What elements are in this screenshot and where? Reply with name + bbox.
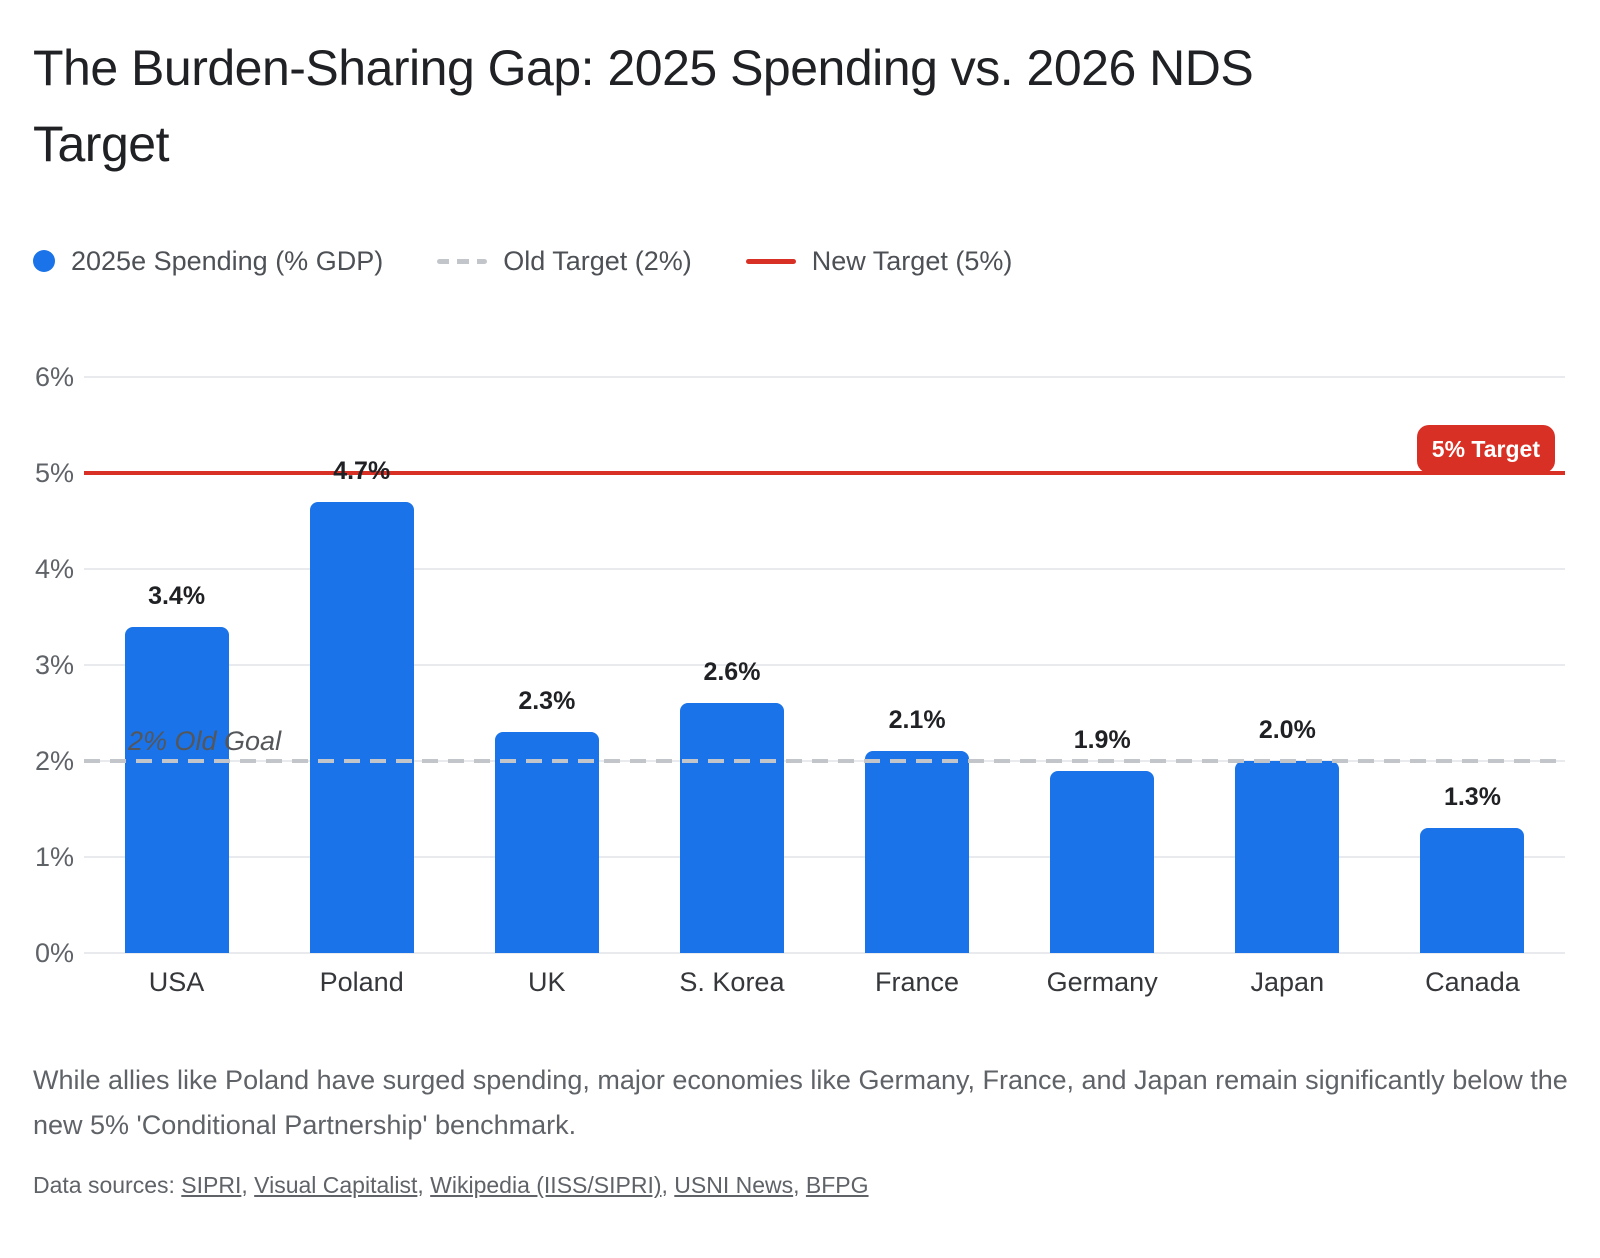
x-tick-label-uk: UK	[528, 967, 566, 997]
source-separator: ,	[241, 1172, 255, 1198]
source-separator: ,	[793, 1172, 806, 1198]
legend-item-2025e-spending-gdp: 2025e Spending (% GDP)	[33, 246, 383, 277]
gridline-3	[84, 664, 1565, 666]
source-link-wikipedia-iiss-sipri[interactable]: Wikipedia (IISS/SIPRI)	[430, 1172, 662, 1198]
bar-japan[interactable]	[1235, 761, 1340, 953]
chart-caption: While allies like Poland have surged spe…	[33, 1065, 1568, 1140]
source-link-visual-capitalist[interactable]: Visual Capitalist	[254, 1172, 418, 1198]
source-separator: ,	[417, 1172, 431, 1198]
x-tick-label-s-korea: S. Korea	[679, 967, 785, 997]
bar-canada[interactable]	[1420, 828, 1525, 953]
legend-solid-line-swatch	[745, 258, 796, 264]
bar-usa[interactable]	[124, 626, 229, 953]
x-tick-label-japan: Japan	[1250, 967, 1325, 997]
y-tick-label-1: 1%	[34, 842, 74, 872]
legend-dot-swatch	[33, 250, 55, 272]
gridline-0	[84, 952, 1565, 954]
bar-poland[interactable]	[309, 501, 414, 953]
bar-uk[interactable]	[494, 732, 599, 953]
y-tick-label-5: 5%	[34, 458, 74, 488]
legend-item-old-target-2: Old Target (2%)	[437, 246, 692, 277]
x-tick-label-poland: Poland	[319, 967, 404, 997]
source-separator: ,	[661, 1172, 675, 1198]
value-label-japan: 2.0%	[1258, 716, 1316, 744]
bar-s-korea[interactable]	[679, 703, 784, 953]
legend-item-new-target-5: New Target (5%)	[745, 245, 1013, 277]
value-label-usa: 3.4%	[148, 581, 206, 610]
x-tick-label-germany: Germany	[1046, 967, 1158, 997]
y-tick-label-2: 2%	[34, 746, 74, 776]
value-label-canada: 1.3%	[1443, 783, 1501, 812]
data-sources: Data sources: SIPRI, Visual Capitalist, …	[33, 1172, 1573, 1199]
value-label-s-korea: 2.6%	[703, 658, 761, 687]
data-sources-prefix: Data sources:	[33, 1172, 182, 1198]
reference-line-5-target	[84, 471, 1565, 475]
legend-label: Old Target (2%)	[503, 245, 692, 276]
legend: 2025e Spending (% GDP) Old Target (2%) New…	[33, 246, 1012, 276]
y-tick-label-0: 0%	[34, 938, 74, 968]
reference-line-2-old-goal	[84, 759, 1565, 763]
legend-label: 2025e Spending (% GDP)	[71, 245, 384, 276]
y-tick-label-6: 6%	[34, 362, 74, 392]
gridline-4	[84, 568, 1565, 570]
source-link-sipri[interactable]: SIPRI	[181, 1172, 242, 1198]
x-tick-label-france: France	[875, 967, 960, 997]
legend-dashed-line-swatch	[437, 258, 488, 264]
value-label-germany: 1.9%	[1073, 725, 1131, 754]
y-tick-label-3: 3%	[34, 650, 74, 680]
value-label-france: 2.1%	[888, 706, 946, 735]
target-badge: 5% Target	[1416, 425, 1555, 473]
source-link-bfpg[interactable]: BFPG	[805, 1172, 869, 1198]
x-tick-label-usa: USA	[148, 967, 205, 997]
legend-label: New Target (5%)	[811, 245, 1013, 276]
value-label-uk: 2.3%	[518, 687, 576, 716]
bar-france[interactable]	[865, 751, 970, 953]
old-goal-annotation: 2% Old Goal	[128, 726, 282, 756]
value-label-poland: 4.7%	[333, 456, 391, 485]
source-link-usni-news[interactable]: USNI News	[674, 1172, 794, 1198]
x-tick-label-canada: Canada	[1425, 967, 1520, 997]
bar-germany[interactable]	[1050, 770, 1155, 953]
gridline-1	[84, 856, 1565, 858]
y-tick-label-4: 4%	[34, 554, 74, 584]
gridline-6	[84, 376, 1565, 378]
page-title: The Burden-Sharing Gap: 2025 Spending vs…	[33, 40, 1254, 172]
